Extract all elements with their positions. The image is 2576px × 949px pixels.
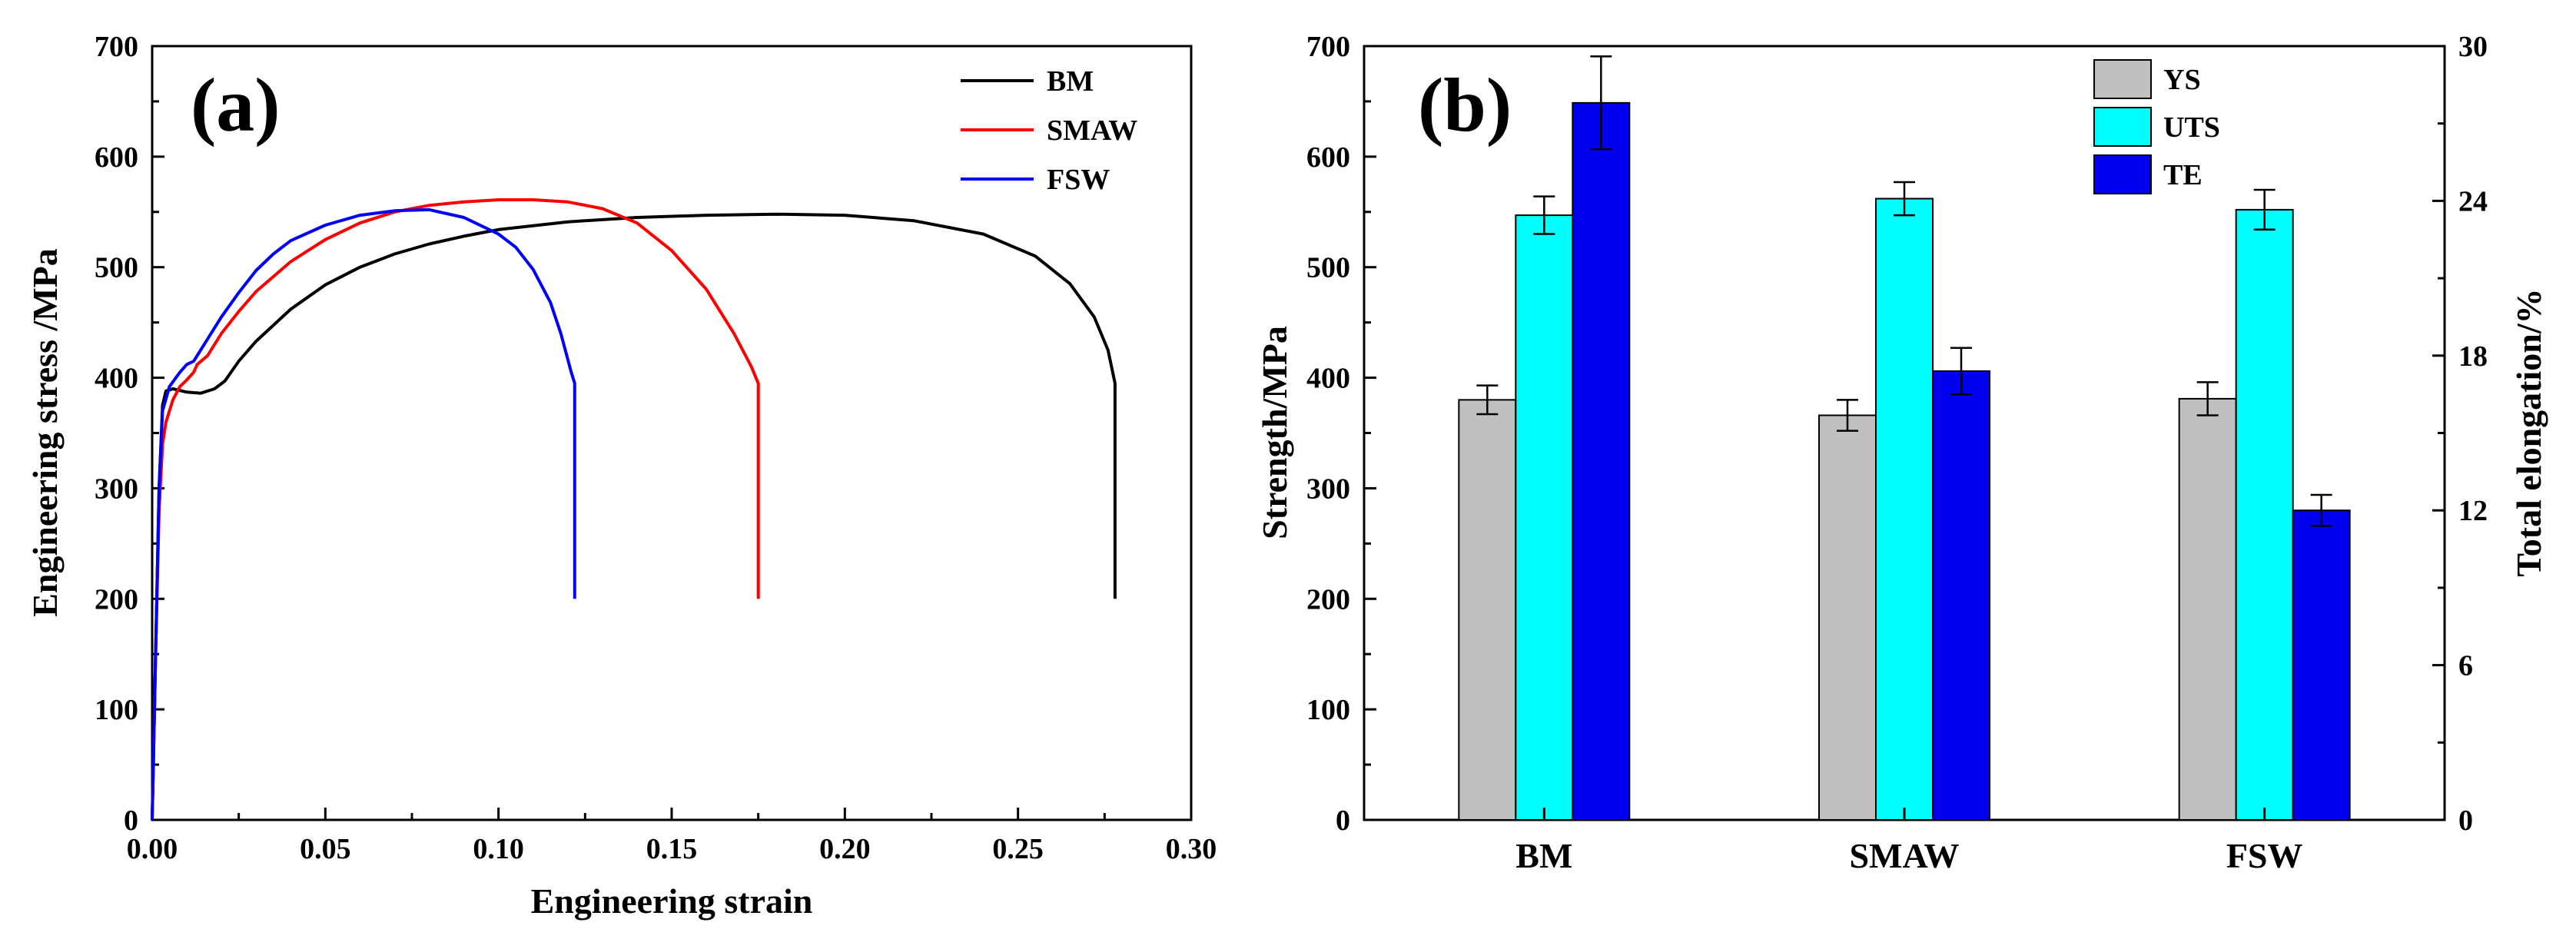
- legend-label-fsw: FSW: [1047, 164, 1110, 196]
- legend-swatch-uts: [2093, 107, 2152, 147]
- panel-a-x-ticks: 0.00 0.05 0.10 0.15 0.20 0.25 0.30: [127, 808, 1217, 865]
- left-y-tick-label: 400: [1306, 363, 1350, 395]
- bar-te-smaw: [1932, 370, 1990, 821]
- y-tick-label: 0: [124, 805, 138, 837]
- left-y-tick-label: 100: [1306, 694, 1350, 726]
- left-y-tick-label: 300: [1306, 473, 1350, 505]
- right-y-tick-label: 12: [2458, 495, 2488, 527]
- category-label-bm: BM: [1515, 836, 1572, 875]
- left-y-tick-label: 500: [1306, 252, 1350, 284]
- right-y-tick-label: 18: [2458, 340, 2488, 373]
- panel-a-y-axis-label: Engineering stress /MPa: [25, 248, 65, 617]
- y-tick-label: 500: [95, 252, 138, 284]
- right-y-tick-label: 30: [2458, 31, 2488, 63]
- bar-ys-smaw: [1818, 414, 1877, 821]
- bar-uts-fsw: [2235, 208, 2294, 821]
- panel-a-label: (a): [191, 62, 281, 148]
- x-tick-label: 0.15: [646, 833, 698, 865]
- left-y-tick-label: 700: [1306, 31, 1350, 63]
- bar-uts-smaw: [1875, 197, 1934, 821]
- legend-label-uts: UTS: [2163, 111, 2220, 144]
- left-y-tick-label: 0: [1336, 805, 1350, 837]
- y-tick-label: 300: [95, 473, 138, 505]
- panel-b-right-y-axis-label: Total elongation/%: [2509, 288, 2548, 576]
- right-y-tick-label: 24: [2458, 185, 2488, 217]
- x-tick-label: 0.30: [1166, 833, 1217, 865]
- bar-uts-bm: [1515, 214, 1574, 821]
- panel-b-right-y-ticks: 0 6 12 18 24 30: [2432, 31, 2488, 837]
- category-label-fsw: FSW: [2226, 836, 2303, 875]
- left-y-tick-label: 600: [1306, 141, 1350, 174]
- legend-swatch-ys: [2093, 59, 2152, 99]
- panel-b-label: (b): [1418, 62, 1512, 148]
- y-tick-label: 600: [95, 141, 138, 174]
- x-tick-label: 0.05: [300, 833, 351, 865]
- x-tick-label: 0.20: [819, 833, 871, 865]
- panel-b-legend: YS UTS TE: [2093, 59, 2220, 194]
- curve-fsw: [151, 207, 576, 821]
- panel-a-y-ticks: 0 100 200 300 400 500 600 700: [95, 31, 164, 837]
- legend-label-ys: YS: [2163, 64, 2201, 96]
- right-y-tick-label: 6: [2458, 650, 2473, 682]
- curve-bm: [151, 212, 1117, 821]
- legend-swatch-te: [2093, 154, 2152, 194]
- legend-label-te: TE: [2163, 159, 2203, 191]
- x-tick-label: 0.00: [127, 833, 178, 865]
- left-y-tick-label: 200: [1306, 583, 1350, 616]
- panel-a-tensile-curves: 0.00 0.05 0.10 0.15 0.20 0.25 0.30 0 100 200 300 4…: [25, 31, 1217, 921]
- bar-ys-bm: [1458, 399, 1517, 821]
- right-y-tick-label: 0: [2458, 805, 2473, 837]
- panel-b-left-y-axis-label: Strength/MPa: [1255, 326, 1294, 539]
- bar-te-bm: [1572, 101, 1631, 821]
- panel-a-x-axis-label: Engineering strain: [531, 881, 813, 921]
- panel-b-left-y-ticks: 0 100 200 300 400 500 600 700: [1306, 31, 1376, 837]
- y-tick-label: 200: [95, 583, 138, 616]
- category-label-smaw: SMAW: [1849, 836, 1959, 875]
- y-tick-label: 100: [95, 694, 138, 726]
- x-tick-label: 0.25: [992, 833, 1044, 865]
- legend-label-bm: BM: [1047, 65, 1094, 98]
- panel-b-strength-bars: 0 100 200 300 400 500 600 700 0 6 12 18 24 30 BM SMAW…: [1255, 31, 2548, 875]
- curve-smaw: [151, 198, 760, 821]
- panel-a-legend: BM SMAW FSW: [961, 65, 1137, 196]
- panel-b-bars: [1458, 55, 2351, 821]
- panel-a-plot-frame: [151, 45, 1193, 821]
- panel-b-category-labels: BM SMAW FSW: [1515, 808, 2303, 875]
- y-tick-label: 400: [95, 363, 138, 395]
- bar-te-fsw: [2292, 509, 2351, 821]
- legend-label-smaw: SMAW: [1047, 114, 1137, 147]
- panel-a-curves: [151, 198, 1117, 821]
- bar-ys-fsw: [2178, 397, 2237, 821]
- y-tick-label: 700: [95, 31, 138, 63]
- x-tick-label: 0.10: [473, 833, 524, 865]
